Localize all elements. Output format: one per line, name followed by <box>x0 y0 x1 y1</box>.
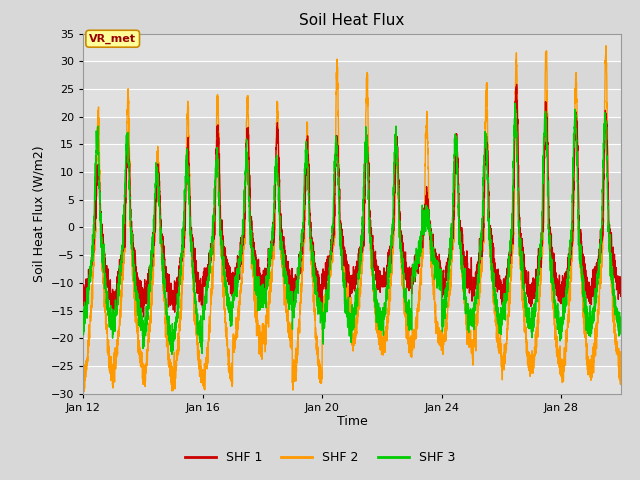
SHF 2 <box>616 349 624 355</box>
Bar <box>83 228 621 255</box>
Legend: SHF 1, SHF 2, SHF 3: SHF 1, SHF 2, SHF 3 <box>180 446 460 469</box>
SHF 3 <box>617 331 625 337</box>
SHF 1 <box>332 152 340 158</box>
SHF 1 <box>140 314 147 320</box>
Line: SHF 2: SHF 2 <box>83 46 621 392</box>
SHF 1 <box>443 260 451 265</box>
SHF 3 <box>176 275 184 280</box>
Text: VR_met: VR_met <box>89 34 136 44</box>
SHF 2 <box>617 368 625 373</box>
SHF 3 <box>616 317 624 323</box>
Y-axis label: Soil Heat Flux (W/m2): Soil Heat Flux (W/m2) <box>32 145 45 282</box>
X-axis label: Time: Time <box>337 415 367 429</box>
SHF 2 <box>602 43 610 48</box>
SHF 1 <box>617 286 625 292</box>
Bar <box>83 283 621 311</box>
Bar <box>83 338 621 366</box>
Line: SHF 3: SHF 3 <box>83 103 621 354</box>
Bar <box>83 117 621 144</box>
SHF 1 <box>503 273 511 279</box>
SHF 2 <box>443 328 451 334</box>
SHF 3 <box>332 143 340 148</box>
SHF 3 <box>79 321 87 326</box>
Bar <box>83 200 621 228</box>
SHF 1 <box>513 82 520 87</box>
SHF 1 <box>176 269 184 275</box>
SHF 1 <box>616 287 624 293</box>
SHF 3 <box>511 100 518 106</box>
SHF 3 <box>503 289 511 295</box>
Bar <box>83 311 621 338</box>
SHF 3 <box>443 286 451 292</box>
SHF 1 <box>472 273 480 279</box>
Bar <box>83 89 621 117</box>
Title: Soil Heat Flux: Soil Heat Flux <box>300 13 404 28</box>
SHF 3 <box>168 351 176 357</box>
SHF 2 <box>176 325 184 331</box>
Bar <box>83 144 621 172</box>
SHF 2 <box>79 363 87 369</box>
Line: SHF 1: SHF 1 <box>83 84 621 317</box>
Bar <box>83 255 621 283</box>
Bar <box>83 34 621 61</box>
Bar <box>83 366 621 394</box>
SHF 3 <box>472 288 480 294</box>
Bar <box>83 172 621 200</box>
Bar <box>83 61 621 89</box>
SHF 2 <box>80 389 88 395</box>
SHF 1 <box>79 285 87 290</box>
SHF 2 <box>472 322 480 327</box>
SHF 2 <box>503 331 511 337</box>
SHF 2 <box>332 108 340 114</box>
